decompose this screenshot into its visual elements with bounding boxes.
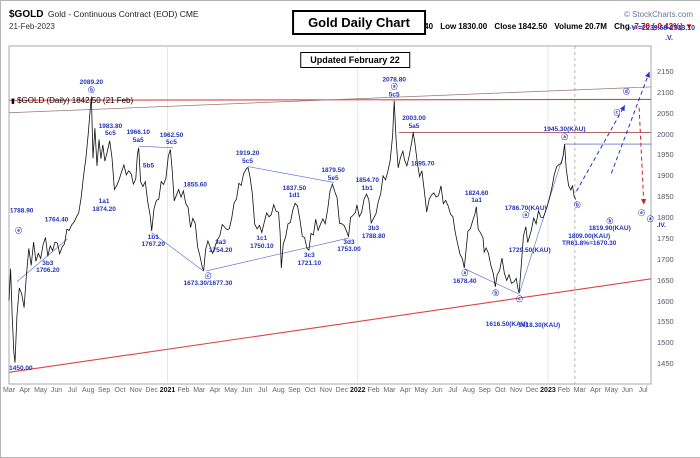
volume-label: Volume <box>554 22 583 31</box>
projection-arrowhead <box>641 199 647 205</box>
wave-v-label: .V. <box>665 35 673 42</box>
projection-arrowhead <box>619 105 625 112</box>
trend-line <box>16 238 68 282</box>
projection-arrowhead <box>645 71 650 78</box>
series-swatch-icon: ▮ <box>11 98 15 105</box>
trend-line <box>8 278 652 373</box>
trend-line <box>248 166 335 183</box>
trend-line <box>464 268 520 295</box>
close-value: 1842.50 <box>518 22 548 31</box>
series-legend: ▮ $GOLD (Daily) 1842.50 (21 Feb) <box>11 96 133 105</box>
trend-line <box>206 237 350 272</box>
chart-updated-box: Updated February 22 <box>300 52 410 68</box>
chg-label: Chg <box>614 22 630 31</box>
plot-frame <box>8 45 652 385</box>
wave-v-target-label: -V-=2239.60-2533.10 <box>629 25 695 32</box>
projection-arrow <box>610 71 650 174</box>
chart-title-box: Gold Daily Chart <box>292 10 426 35</box>
stockcharts-credit[interactable]: © StockCharts.com <box>623 10 693 19</box>
volume-value: 20.7M <box>584 22 607 31</box>
symbol-line: $GOLD Gold - Continuous Contract (EOD) C… <box>9 4 199 22</box>
series-legend-text: $GOLD (Daily) 1842.50 (21 Feb) <box>17 96 134 105</box>
price-line <box>8 96 577 363</box>
ticker-symbol: $GOLD <box>9 9 44 20</box>
projection-arrow <box>638 107 645 205</box>
quote-date: 21-Feb-2023 <box>9 22 55 31</box>
low-label: Low <box>440 22 457 31</box>
projection-arrow <box>576 105 626 192</box>
close-label: Close <box>494 22 517 31</box>
instrument-name: Gold - Continuous Contract (EOD) CME <box>47 9 199 19</box>
chg-value: -7.70 (-0.42%) ▼ <box>631 22 693 31</box>
trend-line <box>151 232 205 272</box>
low-value: 1830.00 <box>458 22 488 31</box>
trend-line <box>138 145 174 149</box>
trend-line <box>519 153 565 294</box>
trend-line <box>8 86 652 114</box>
